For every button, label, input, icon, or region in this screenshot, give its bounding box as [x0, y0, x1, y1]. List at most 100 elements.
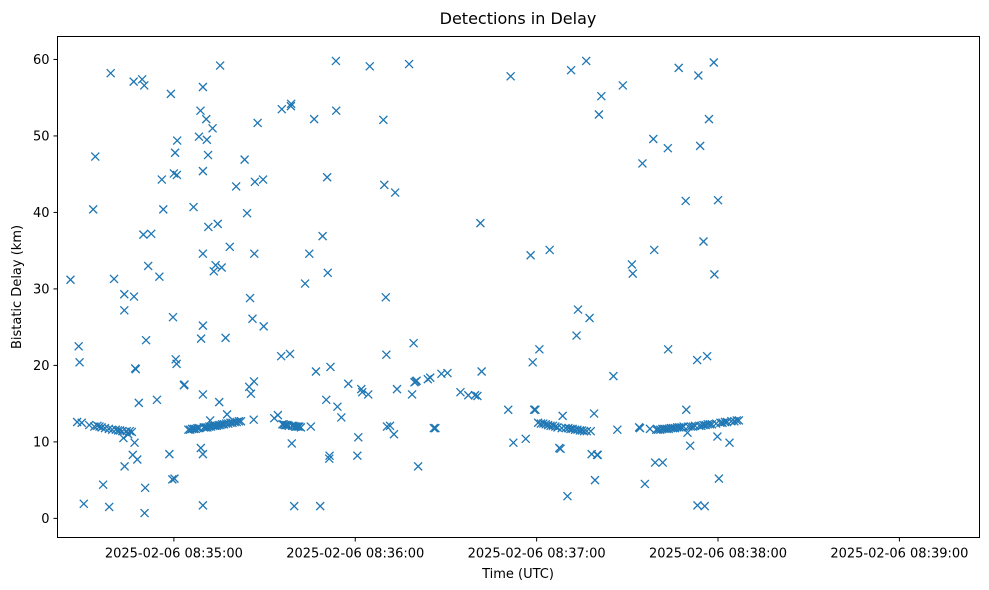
- data-point: [628, 269, 638, 279]
- data-point: [180, 380, 189, 389]
- data-point: [699, 237, 708, 246]
- data-point: [140, 508, 150, 518]
- data-point: [152, 395, 162, 405]
- data-point: [215, 420, 225, 430]
- data-point: [130, 438, 140, 448]
- data-point: [202, 135, 212, 145]
- data-point: [166, 89, 176, 99]
- data-point: [690, 421, 700, 431]
- data-point: [650, 458, 660, 468]
- data-point: [95, 422, 104, 432]
- data-point: [663, 344, 673, 354]
- data-point: [556, 444, 565, 454]
- data-point: [712, 432, 722, 441]
- data-point: [612, 425, 622, 435]
- data-point: [331, 106, 341, 116]
- data-point: [157, 175, 167, 184]
- data-point: [259, 321, 269, 331]
- data-point: [158, 204, 168, 214]
- data-point: [528, 357, 538, 367]
- data-point: [681, 405, 691, 415]
- data-point: [141, 335, 151, 345]
- data-point: [649, 245, 659, 255]
- data-point: [172, 136, 182, 145]
- data-point: [425, 373, 435, 383]
- data-point: [276, 351, 286, 361]
- data-point: [311, 367, 321, 376]
- data-point: [538, 419, 548, 428]
- data-point: [90, 152, 100, 162]
- data-point: [242, 208, 252, 218]
- data-point: [140, 483, 150, 493]
- data-point: [357, 387, 367, 397]
- data-point: [529, 405, 539, 415]
- data-point: [557, 423, 567, 433]
- data-point: [236, 416, 246, 426]
- data-point: [407, 390, 417, 399]
- data-point: [129, 292, 139, 302]
- x-tick-label: 2025-02-06 08:35:00: [105, 547, 243, 562]
- data-point: [581, 56, 591, 66]
- data-point: [704, 114, 714, 124]
- data-point: [286, 101, 296, 111]
- data-point: [127, 427, 137, 437]
- data-point: [582, 426, 592, 436]
- data-point: [285, 349, 295, 359]
- data-point: [648, 134, 658, 144]
- y-tick-label: 30: [33, 282, 50, 297]
- data-point: [77, 418, 87, 428]
- data-point: [154, 272, 164, 282]
- data-point: [249, 415, 259, 425]
- data-point: [104, 502, 114, 512]
- data-point: [413, 461, 423, 471]
- data-point: [211, 260, 221, 270]
- data-point: [563, 491, 572, 501]
- data-point: [732, 416, 742, 425]
- x-tick-label: 2025-02-06 08:37:00: [468, 547, 606, 562]
- data-point: [304, 249, 314, 259]
- data-point: [392, 384, 402, 394]
- data-point: [172, 359, 182, 369]
- x-tick-label: 2025-02-06 08:38:00: [649, 547, 787, 562]
- data-point: [287, 438, 297, 448]
- data-point: [608, 371, 618, 381]
- data-point: [289, 501, 299, 511]
- data-point: [225, 242, 235, 252]
- data-point: [97, 422, 107, 432]
- data-point: [249, 249, 259, 259]
- data-point: [214, 397, 224, 407]
- data-point: [309, 114, 319, 124]
- data-point: [443, 368, 452, 378]
- data-point: [125, 426, 135, 436]
- data-point: [245, 293, 255, 303]
- data-point: [702, 351, 712, 361]
- data-point: [258, 175, 268, 184]
- data-point: [470, 390, 480, 400]
- data-point: [685, 441, 695, 451]
- data-point: [534, 344, 544, 354]
- y-tick-label: 20: [33, 359, 50, 374]
- data-point: [378, 115, 388, 125]
- data-point: [164, 449, 174, 459]
- data-point: [404, 59, 414, 69]
- data-point: [343, 379, 353, 389]
- data-point: [663, 143, 673, 153]
- data-point: [503, 405, 513, 415]
- data-point: [734, 416, 744, 425]
- data-point: [84, 420, 94, 430]
- data-point: [331, 56, 341, 66]
- y-tick-label: 0: [41, 512, 49, 527]
- data-point: [139, 80, 149, 90]
- data-point: [132, 455, 142, 464]
- data-point: [146, 229, 156, 239]
- data-point: [389, 429, 399, 439]
- data-point: [213, 219, 223, 229]
- data-point: [137, 74, 147, 84]
- data-point: [296, 422, 306, 432]
- data-point: [198, 321, 208, 331]
- data-point: [198, 390, 208, 399]
- data-point: [212, 421, 222, 431]
- data-point: [293, 422, 303, 432]
- x-tick-label: 2025-02-06 08:39:00: [830, 547, 968, 562]
